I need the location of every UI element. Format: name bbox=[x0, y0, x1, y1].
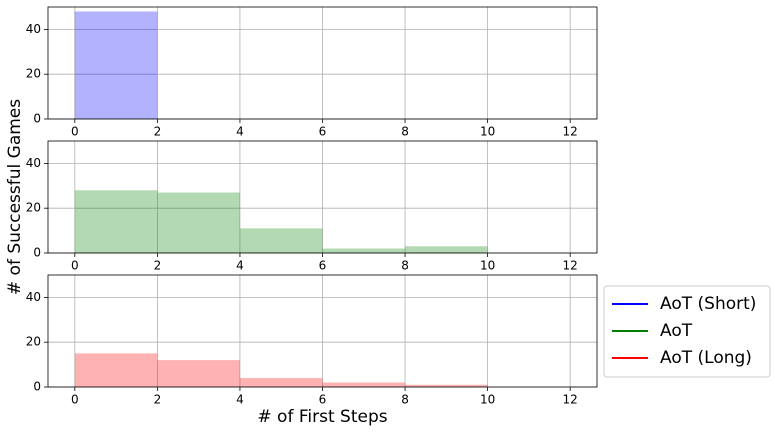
x-tick-label: 12 bbox=[563, 259, 578, 273]
y-tick-label: 0 bbox=[33, 112, 41, 126]
y-tick-label: 20 bbox=[26, 335, 41, 349]
x-tick-label: 0 bbox=[71, 259, 79, 273]
y-tick-label: 20 bbox=[26, 67, 41, 81]
legend-label: AoT (Short) bbox=[660, 294, 756, 314]
x-tick-label: 0 bbox=[71, 125, 79, 139]
bar bbox=[157, 360, 240, 387]
x-tick-label: 4 bbox=[236, 125, 244, 139]
x-tick-label: 6 bbox=[319, 259, 327, 273]
x-axis-label: # of First Steps bbox=[257, 407, 387, 427]
x-tick-label: 4 bbox=[236, 393, 244, 407]
bar bbox=[239, 228, 323, 253]
bar bbox=[74, 190, 158, 253]
bar bbox=[157, 192, 240, 253]
x-tick-label: 0 bbox=[71, 393, 79, 407]
y-tick-label: 20 bbox=[26, 201, 41, 215]
x-tick-label: 8 bbox=[401, 393, 409, 407]
x-tick-label: 4 bbox=[236, 259, 244, 273]
x-tick-label: 2 bbox=[154, 259, 162, 273]
y-tick-label: 40 bbox=[26, 22, 41, 36]
bar bbox=[74, 11, 158, 120]
x-tick-label: 8 bbox=[401, 125, 409, 139]
x-tick-label: 8 bbox=[401, 259, 409, 273]
y-tick-label: 40 bbox=[26, 156, 41, 170]
y-tick-label: 0 bbox=[33, 380, 41, 394]
bar bbox=[322, 382, 406, 387]
x-tick-label: 12 bbox=[563, 393, 578, 407]
y-tick-label: 0 bbox=[33, 246, 41, 260]
y-tick-label: 40 bbox=[26, 290, 41, 304]
x-tick-label: 2 bbox=[154, 125, 162, 139]
x-tick-label: 12 bbox=[563, 125, 578, 139]
bar bbox=[322, 248, 406, 253]
plot-frame bbox=[47, 6, 598, 120]
x-tick-label: 6 bbox=[319, 393, 327, 407]
y-axis-label: # of Successful Games bbox=[5, 99, 25, 295]
x-tick-label: 10 bbox=[480, 393, 495, 407]
x-tick-label: 10 bbox=[480, 125, 495, 139]
x-tick-label: 6 bbox=[319, 125, 327, 139]
bar bbox=[405, 246, 488, 253]
x-tick-label: 2 bbox=[154, 393, 162, 407]
bar bbox=[74, 353, 158, 387]
x-tick-label: 10 bbox=[480, 259, 495, 273]
legend-label: AoT bbox=[660, 321, 693, 341]
bar bbox=[405, 384, 488, 387]
plot-frame bbox=[47, 140, 598, 254]
legend-box bbox=[603, 285, 771, 378]
bar bbox=[239, 378, 323, 387]
plot-frame bbox=[47, 274, 598, 388]
legend-label: AoT (Long) bbox=[660, 348, 752, 368]
